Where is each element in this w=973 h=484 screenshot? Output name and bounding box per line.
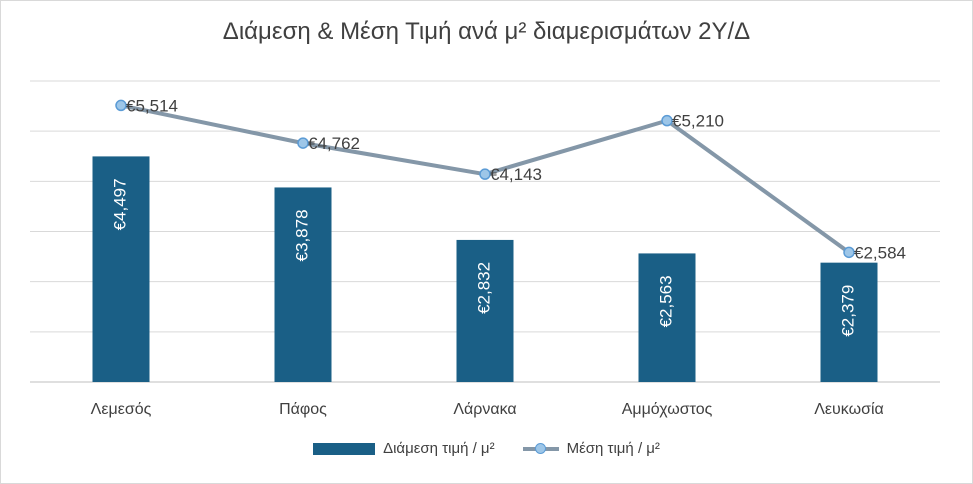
- bar-data-label-1: €4,497: [110, 178, 129, 230]
- mean-data-label-2: €4,762: [308, 134, 360, 153]
- mean-data-label-5: €2,584: [854, 243, 906, 262]
- legend-label-mean: Μέση τιμή / μ²: [566, 440, 660, 457]
- mean-marker-2: [297, 137, 309, 149]
- mean-marker-1: [115, 99, 127, 112]
- bar-data-label-2: €3,878: [292, 209, 311, 261]
- mean-data-label-3: €4,143: [490, 165, 542, 184]
- x-tick-label-2: Πάφος: [279, 401, 327, 418]
- bar-5: [820, 262, 878, 382]
- bar-data-label-3: €2,832: [474, 262, 493, 314]
- x-tick-label-4: Αμμόχωστος: [622, 401, 713, 418]
- x-tick-label-5: Λευκωσία: [814, 401, 884, 418]
- bar-1: [92, 156, 150, 382]
- bar-4: [638, 253, 696, 382]
- bar-data-label-4: €2,563: [656, 275, 675, 327]
- bar-2: [274, 187, 332, 382]
- x-tick-label-3: Λάρνακα: [453, 401, 516, 418]
- bar-data-label-5: €2,379: [838, 285, 857, 337]
- mean-data-label-4: €5,210: [672, 112, 724, 131]
- mean-marker-4: [661, 114, 673, 127]
- legend-swatch-bar: [313, 442, 376, 455]
- legend-item-median: Διάμεση τιμή / μ²: [313, 440, 495, 457]
- mean-data-label-1: €5,514: [126, 96, 178, 115]
- bar-3: [456, 239, 514, 382]
- legend-label-median: Διάμεση τιμή / μ²: [383, 440, 495, 457]
- mean-marker-3: [479, 168, 491, 180]
- chart-title: Διάμεση & Μέση Τιμή ανά μ² διαμερισμάτων…: [222, 18, 751, 45]
- legend-swatch-line: [522, 442, 559, 455]
- chart-legend: Διάμεση τιμή / μ² Μέση τιμή / μ²: [0, 440, 973, 457]
- mean-marker-5: [843, 246, 855, 259]
- x-tick-label-1: Λεμεσός: [91, 401, 152, 418]
- legend-item-mean: Μέση τιμή / μ²: [522, 440, 660, 457]
